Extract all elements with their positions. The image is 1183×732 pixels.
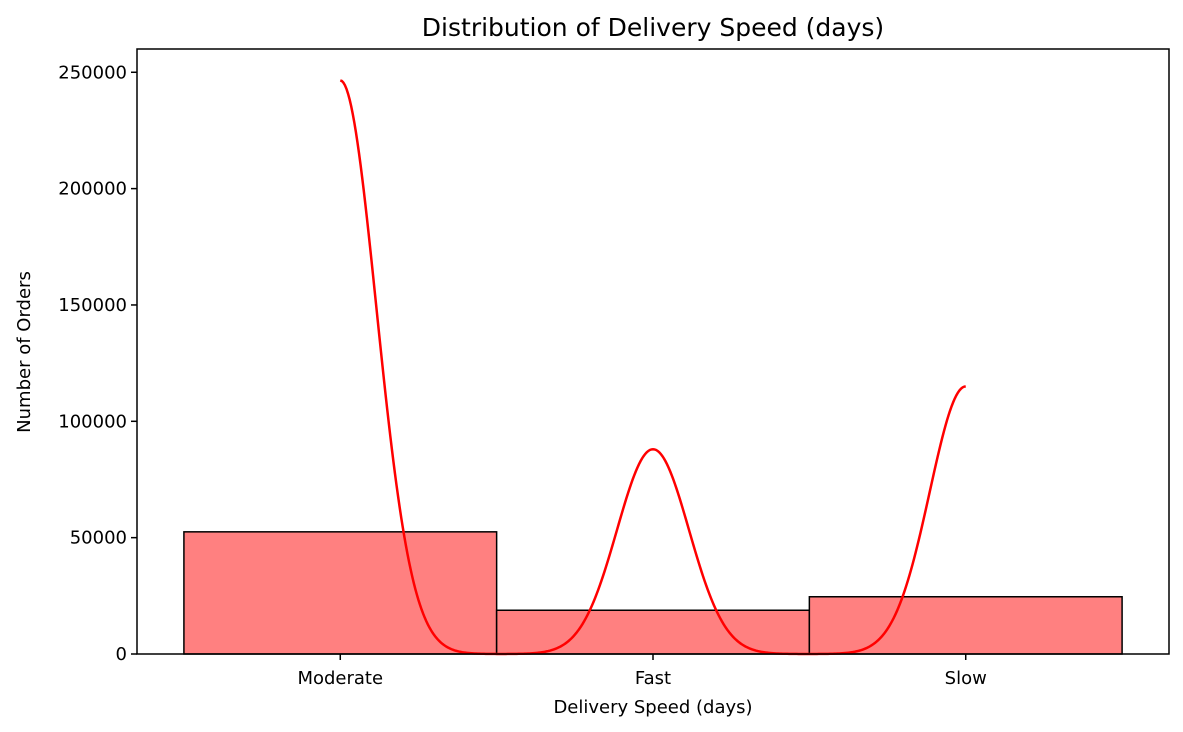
bar-fast xyxy=(495,609,811,655)
bar-moderate xyxy=(183,531,498,655)
y-tick-label: 250000 xyxy=(58,62,127,83)
x-tick-label: Slow xyxy=(945,668,987,689)
chart-title: Distribution of Delivery Speed (days) xyxy=(422,13,884,42)
y-axis-label: Number of Orders xyxy=(14,271,35,433)
x-axis-label: Delivery Speed (days) xyxy=(553,697,752,718)
y-tick-label: 200000 xyxy=(58,179,127,200)
y-tick-label: 100000 xyxy=(58,411,127,432)
y-tick-label: 50000 xyxy=(70,528,127,549)
bars-layer xyxy=(183,531,1123,655)
x-axis: Moderate Fast Slow xyxy=(297,654,987,689)
y-tick-label: 150000 xyxy=(58,295,127,316)
x-tick-label: Moderate xyxy=(297,668,383,689)
x-tick-label: Fast xyxy=(635,668,671,689)
y-axis: 0 50000 100000 150000 200000 250000 xyxy=(58,62,137,665)
y-tick-label: 0 xyxy=(116,644,127,665)
kde-line xyxy=(339,79,966,656)
bar-slow xyxy=(808,596,1123,655)
kde-layer xyxy=(339,79,966,656)
